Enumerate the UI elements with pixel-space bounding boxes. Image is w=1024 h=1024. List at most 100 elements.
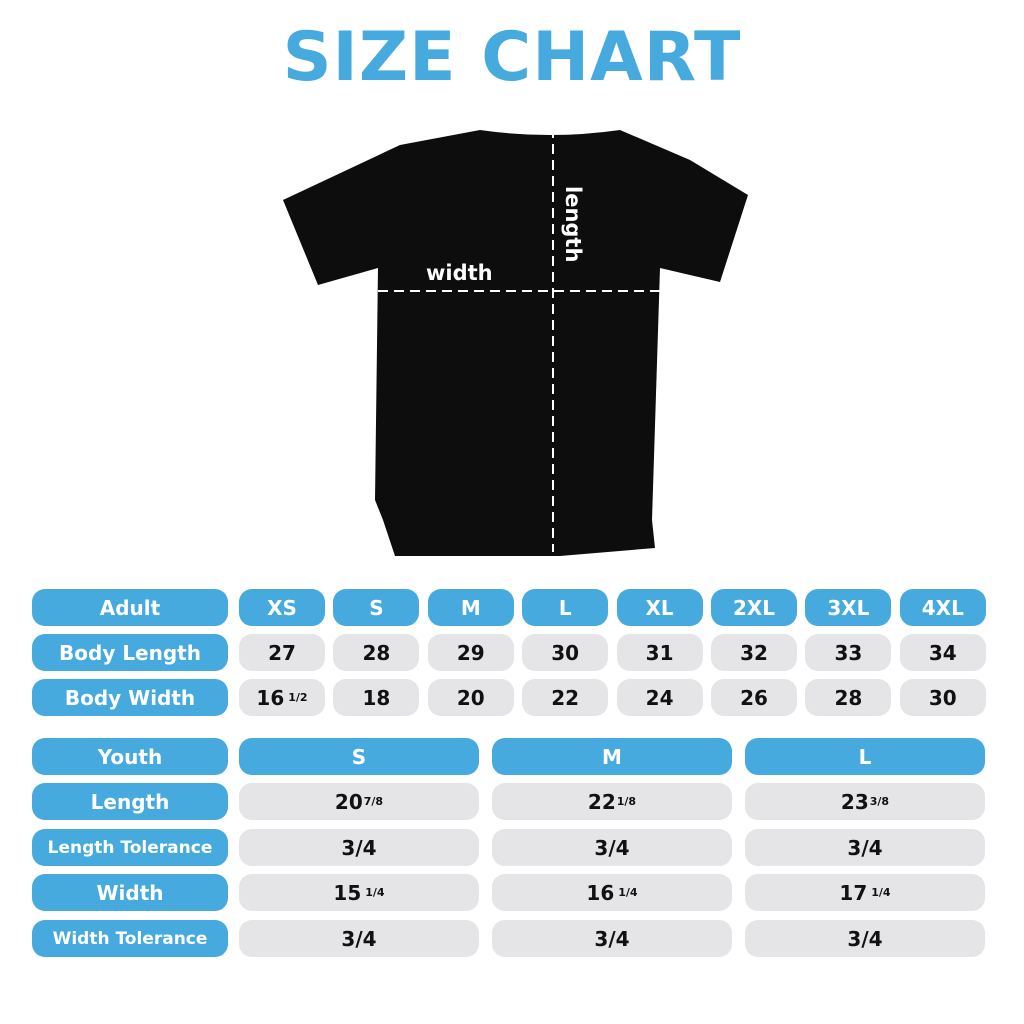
- adult-value-cell: 28: [333, 634, 420, 671]
- cell-fraction: 3/8: [869, 795, 890, 808]
- cell-value: 16: [256, 685, 285, 710]
- cell-value: 28: [834, 685, 863, 710]
- youth-header: Youth: [32, 738, 228, 775]
- adult-value-cell: 26: [711, 679, 797, 716]
- cell-value: XS: [267, 595, 297, 620]
- adult-value-cell: 29: [427, 634, 514, 671]
- cell-value: M: [602, 744, 622, 769]
- adult-value-cell: 24: [616, 679, 703, 716]
- adult-size-header: XL: [616, 589, 703, 626]
- adult-value-cell: 30: [899, 679, 986, 716]
- youth-value-cell: 17 1/4: [745, 874, 985, 911]
- youth-value-cell: 3/4: [492, 829, 732, 866]
- adult-value-cell: 20: [427, 679, 514, 716]
- cell-value: 26: [740, 685, 768, 710]
- tshirt-shape: [283, 130, 748, 556]
- cell-value: 3/4: [594, 835, 630, 860]
- cell-value: Body Length: [59, 640, 201, 665]
- cell-value: Adult: [99, 595, 161, 620]
- cell-value: Width: [96, 880, 164, 905]
- cell-value: 32: [740, 640, 768, 665]
- page-title: SIZE CHART: [282, 18, 742, 97]
- cell-value: 3/4: [341, 926, 377, 951]
- cell-value: 23: [840, 789, 869, 814]
- cell-value: 3XL: [827, 595, 870, 620]
- adult-size-header: 4XL: [899, 589, 986, 626]
- cell-fraction: 1/4: [365, 886, 385, 899]
- length-label: length: [561, 186, 585, 262]
- youth-value-cell: 3/4: [745, 829, 985, 866]
- adult-size-header: 3XL: [805, 589, 892, 626]
- youth-value-cell: 16 1/4: [492, 874, 732, 911]
- cell-value: M: [460, 595, 481, 620]
- cell-value: XL: [645, 595, 674, 620]
- cell-value: 24: [645, 685, 674, 710]
- cell-value: 33: [834, 640, 863, 665]
- tshirt-illustration: width length: [283, 128, 748, 556]
- youth-value-cell: 23 3/8: [745, 783, 985, 820]
- adult-value-cell: 16 1/2: [239, 679, 325, 716]
- youth-row-label: Width: [32, 874, 228, 911]
- cell-fraction: 1/4: [871, 886, 891, 899]
- adult-size-header: M: [427, 589, 514, 626]
- width-label: width: [426, 261, 493, 285]
- cell-value: Length Tolerance: [47, 837, 213, 858]
- youth-value-cell: 3/4: [239, 829, 479, 866]
- cell-value: S: [351, 744, 367, 769]
- youth-value-cell: 3/4: [239, 920, 479, 957]
- cell-value: 30: [928, 685, 957, 710]
- youth-value-cell: 22 1/8: [492, 783, 732, 820]
- cell-value: Body Width: [64, 685, 196, 710]
- cell-value: Width Tolerance: [52, 928, 208, 949]
- cell-value: L: [858, 744, 872, 769]
- cell-value: 4XL: [921, 595, 964, 620]
- cell-fraction: 1/4: [618, 886, 638, 899]
- cell-value: S: [369, 595, 384, 620]
- cell-value: L: [558, 595, 572, 620]
- cell-fraction: 1/8: [616, 795, 637, 808]
- cell-fraction: 1/2: [288, 691, 308, 704]
- youth-value-cell: 20 7/8: [239, 783, 479, 820]
- adult-value-cell: 30: [522, 634, 609, 671]
- cell-value: 34: [928, 640, 957, 665]
- cell-value: 27: [268, 640, 296, 665]
- cell-value: 22: [587, 789, 616, 814]
- cell-value: 20: [334, 789, 363, 814]
- cell-value: 17: [839, 880, 868, 905]
- cell-value: Length: [90, 789, 170, 814]
- adult-size-header: XS: [239, 589, 325, 626]
- adult-value-cell: 18: [333, 679, 420, 716]
- youth-size-header: L: [745, 738, 985, 775]
- cell-value: 29: [456, 640, 485, 665]
- cell-value: 22: [551, 685, 580, 710]
- cell-value: 20: [456, 685, 485, 710]
- cell-value: 15: [333, 880, 362, 905]
- adult-value-cell: 31: [616, 634, 703, 671]
- youth-value-cell: 3/4: [745, 920, 985, 957]
- youth-row-label: Width Tolerance: [32, 920, 228, 957]
- adult-size-header: 2XL: [711, 589, 797, 626]
- cell-value: 3/4: [341, 835, 377, 860]
- adult-size-header: L: [522, 589, 609, 626]
- cell-value: 31: [645, 640, 674, 665]
- cell-value: 3/4: [847, 926, 883, 951]
- adult-value-cell: 32: [711, 634, 797, 671]
- adult-value-cell: 22: [522, 679, 609, 716]
- adult-value-cell: 28: [805, 679, 892, 716]
- youth-size-header: S: [239, 738, 479, 775]
- adult-value-cell: 34: [899, 634, 986, 671]
- adult-row-label: Body Width: [32, 679, 228, 716]
- youth-value-cell: 15 1/4: [239, 874, 479, 911]
- cell-value: Youth: [97, 744, 163, 769]
- cell-value: 2XL: [732, 595, 776, 620]
- youth-value-cell: 3/4: [492, 920, 732, 957]
- youth-size-header: M: [492, 738, 732, 775]
- youth-row-label: Length Tolerance: [32, 829, 228, 866]
- cell-value: 18: [362, 685, 391, 710]
- adult-value-cell: 27: [239, 634, 325, 671]
- adult-value-cell: 33: [805, 634, 892, 671]
- cell-value: 30: [551, 640, 580, 665]
- adult-header: Adult: [32, 589, 228, 626]
- youth-row-label: Length: [32, 783, 228, 820]
- adult-row-label: Body Length: [32, 634, 228, 671]
